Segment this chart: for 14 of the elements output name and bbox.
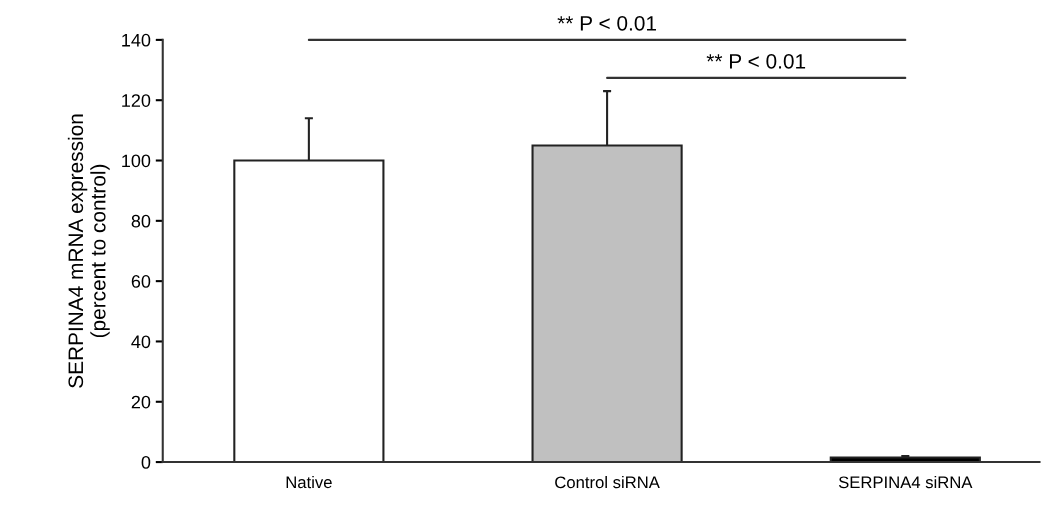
x-tick-label: Control siRNA [555,475,660,489]
y-tick-label: 40 [131,335,151,349]
y-axis-title: SERPINA4 mRNA expression (percent to control) [67,114,110,388]
text: ** P < 0.01 [557,15,656,31]
y-tick-label: 80 [131,214,151,228]
y-tick-label: 120 [122,94,151,107]
x-tick-label: Native [286,475,332,489]
annotation: ** P < 0.01 [706,53,806,69]
y-tick-label: 60 [131,275,151,288]
x-tick-label: SERPINA4 siRNA [838,475,973,489]
y-tick-label: 0 [141,456,151,469]
y-tick-label: 140 [122,33,151,47]
y-tick-label: 100 [122,154,151,168]
y-tick-label: 20 [131,395,151,409]
